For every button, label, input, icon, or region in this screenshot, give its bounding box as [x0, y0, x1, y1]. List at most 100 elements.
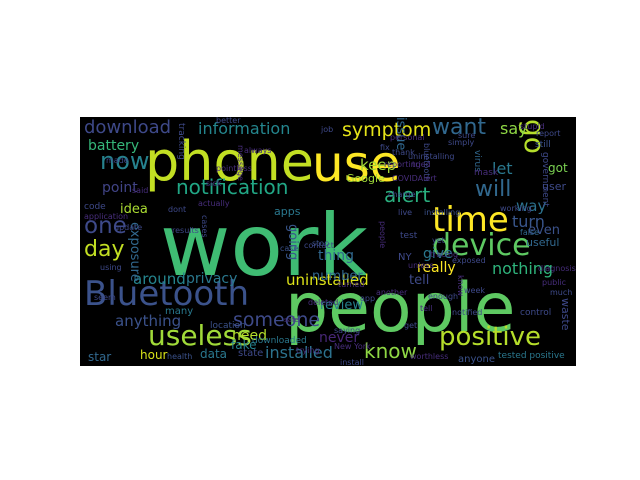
word-star: star — [88, 350, 112, 364]
word-privacy: privacy — [186, 271, 238, 287]
word-case: case — [280, 244, 299, 253]
word-diagnosis: diagnosis — [538, 264, 576, 273]
word-sure: sure — [458, 131, 476, 140]
word-idea: idea — [120, 202, 148, 217]
word-seem: seem — [94, 293, 116, 302]
word-useful: useful — [526, 236, 560, 249]
word-location: location — [210, 321, 246, 331]
word-way: way — [516, 197, 547, 215]
word-download: download — [84, 117, 172, 138]
word-battery: battery — [88, 138, 140, 154]
word-virus: virus — [472, 150, 482, 172]
word-phone: phone — [145, 130, 314, 193]
word-charge: charge — [388, 190, 416, 199]
word-deleted: deleted — [308, 298, 339, 307]
word-installed: installed — [265, 343, 333, 362]
word-made: made — [106, 156, 129, 165]
word-better: better — [216, 117, 241, 125]
word-tried: tried — [412, 160, 431, 169]
word-working: working — [500, 204, 532, 213]
word-fix: fix — [380, 143, 390, 152]
word-will: will — [475, 177, 512, 202]
word-covidalert: COVIDAlert — [392, 174, 437, 183]
word-enough: enough — [428, 292, 459, 301]
word-use: use — [312, 135, 401, 193]
word-stop: stop — [312, 239, 330, 248]
word-let: let — [492, 159, 513, 178]
word-uninstalling: uninstalling — [408, 152, 455, 161]
word-hour: hour — [140, 348, 168, 362]
word-device: device — [432, 228, 531, 263]
word-report: report — [536, 129, 561, 138]
word-reporting: reporting — [384, 160, 421, 169]
word-alert: alert — [384, 183, 431, 207]
word-people: people — [378, 221, 387, 249]
word-live: live — [398, 208, 413, 217]
word-get: get — [404, 321, 418, 330]
word-never: never — [319, 330, 360, 346]
word-around: around — [133, 270, 186, 288]
word-information: information — [198, 119, 291, 138]
word-work: work — [160, 196, 369, 296]
word-contact: contact — [304, 241, 334, 250]
word-going: going — [285, 224, 300, 261]
word-tell: tell — [420, 304, 433, 313]
word-nothing: nothing — [492, 259, 554, 278]
word-anyone: anyone — [458, 354, 495, 365]
word-waste: waste — [559, 298, 572, 331]
word-unless: unless — [408, 261, 434, 270]
word-government: government — [540, 152, 550, 207]
word-always: always — [244, 146, 272, 155]
word-bluetooth: bluetooth — [422, 143, 431, 182]
word-symptom: symptom — [342, 119, 432, 141]
word-said: said — [132, 186, 149, 195]
word-health: health — [167, 352, 193, 361]
word-time: time — [432, 200, 509, 240]
word-safe: safe — [284, 316, 299, 324]
word-many: many — [165, 306, 194, 317]
word-positive: positive — [439, 322, 541, 352]
word-results: results — [172, 226, 199, 235]
word-need: need — [232, 328, 267, 344]
word-notified: notified — [452, 308, 483, 317]
word-trying: trying — [296, 346, 320, 355]
word-downloaded: downloaded — [252, 336, 307, 346]
word-app: app — [360, 294, 376, 303]
word-tracking: tracking — [176, 123, 186, 160]
word-worthless: worthless — [410, 352, 449, 361]
word-job: job — [321, 125, 334, 134]
word-turned: turned — [338, 280, 365, 289]
word-user: user — [542, 180, 566, 193]
word-saying: saying — [334, 326, 361, 335]
word-personal: personal — [390, 133, 425, 142]
word-one: one — [84, 213, 127, 239]
word-day: day — [84, 237, 125, 262]
word-exposure: exposure — [127, 222, 142, 282]
word-really: really — [417, 260, 456, 276]
word-keep: keep — [360, 156, 397, 174]
word-apps: apps — [274, 205, 301, 218]
word-exposed: exposed — [452, 256, 486, 265]
word-even: even — [528, 223, 560, 238]
word-actually: actually — [198, 199, 230, 208]
word-application: application — [84, 212, 129, 221]
word-ny: NY — [398, 252, 412, 263]
word-fake: fake — [231, 338, 257, 352]
word-data: data — [200, 347, 228, 361]
word-issue: issue — [393, 117, 408, 151]
word-someone: someone — [233, 309, 321, 331]
word-say: say — [500, 119, 528, 138]
word-give: give — [423, 246, 453, 262]
word-tracing: tracing — [430, 250, 459, 259]
word-message: message — [236, 145, 245, 181]
word-dont: dont — [168, 205, 187, 214]
word-much: much — [550, 288, 573, 297]
word-public: public — [542, 278, 567, 287]
word-thing: thing — [318, 248, 355, 264]
word-tell: tell — [409, 273, 430, 288]
word-sick: sick — [206, 179, 222, 188]
word-now: now — [100, 147, 150, 175]
word-install: install — [340, 358, 364, 367]
word-want: want — [432, 117, 487, 140]
word-week: week — [464, 286, 486, 295]
